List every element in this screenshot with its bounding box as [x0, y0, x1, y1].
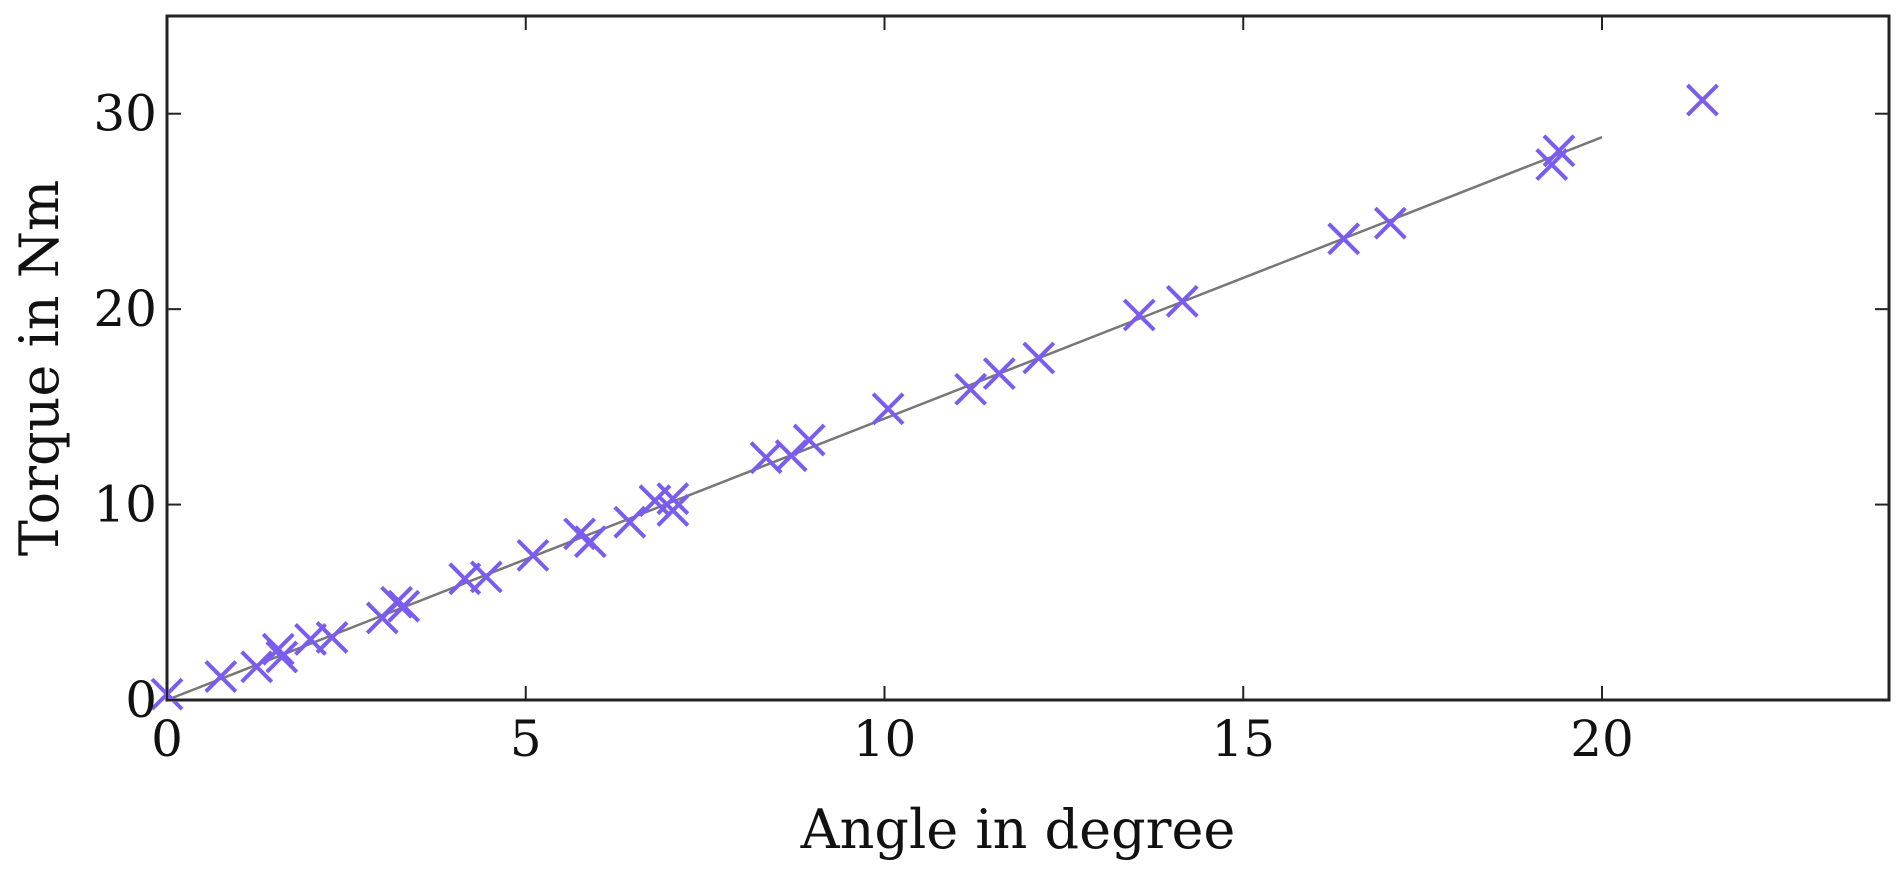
axis-ticks: 0 5 10 15 20 0 10 20 30 [93, 16, 1889, 768]
data-point [240, 650, 274, 684]
data-point [954, 372, 988, 406]
data-point [1122, 298, 1156, 332]
x-axis-label: Angle in degree [800, 798, 1236, 861]
data-point [1373, 206, 1407, 240]
data-point [656, 494, 690, 527]
x-tick-label: 0 [151, 710, 183, 768]
data-point [380, 585, 414, 619]
data-point [265, 640, 299, 674]
data-point [613, 505, 647, 539]
plot-area [165, 14, 1891, 702]
data-point [204, 660, 238, 693]
data-point [516, 538, 550, 572]
x-tick-label: 10 [853, 710, 917, 768]
y-axis-label: Torque in Nm [8, 180, 71, 556]
data-point [749, 441, 783, 475]
data-point [871, 392, 905, 426]
data-point [1327, 222, 1361, 256]
y-tick-label: 20 [93, 280, 157, 338]
data-markers [150, 83, 1719, 711]
data-point [387, 589, 421, 623]
y-tick-label: 30 [93, 85, 157, 143]
data-point [1542, 134, 1576, 168]
data-point [261, 632, 295, 666]
x-tick-label: 20 [1570, 710, 1634, 768]
data-point [1022, 341, 1056, 375]
data-point [656, 482, 690, 516]
x-tick-label: 5 [510, 710, 542, 768]
data-point [982, 357, 1016, 391]
data-point [1686, 83, 1719, 117]
y-tick-label: 0 [125, 671, 157, 729]
data-point [469, 560, 503, 594]
data-point [573, 525, 607, 559]
data-point [315, 621, 349, 654]
data-point [1165, 284, 1199, 318]
y-tick-label: 10 [93, 476, 157, 534]
plot-frame [165, 14, 1891, 702]
data-point [792, 423, 826, 457]
x-tick-label: 15 [1211, 710, 1275, 768]
